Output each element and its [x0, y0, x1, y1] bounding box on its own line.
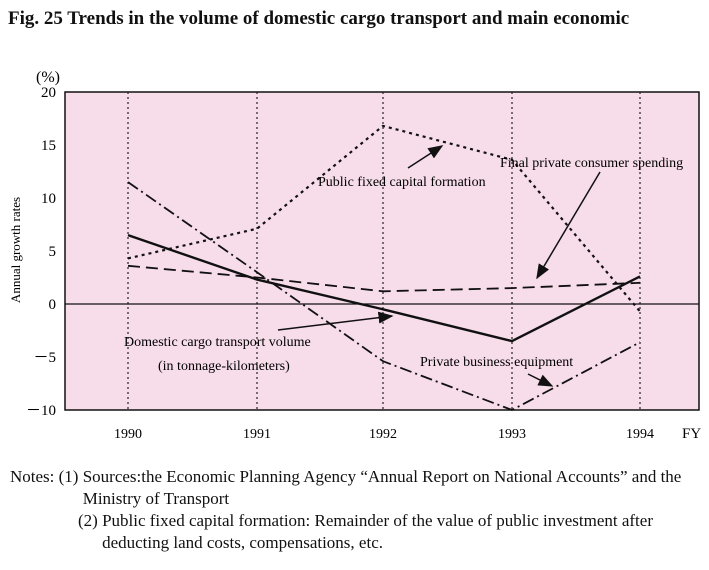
series-layer — [127, 124, 641, 411]
arrow-final-private-consumer — [536, 171, 601, 280]
arrow-domestic-cargo — [277, 311, 394, 331]
arrow-public-fixed-capital — [407, 145, 444, 169]
x-tick-label-1993: 1993 — [498, 427, 526, 442]
x-tick-label-1994: 1994 — [626, 427, 654, 442]
note-1-number: (1) — [58, 467, 79, 486]
x-tick-label-1991: 1991 — [243, 427, 271, 442]
y-tick-label-2: 10 — [41, 191, 56, 207]
annotation-domestic-cargo-line1: Domestic cargo transport volume — [124, 335, 311, 350]
y-tick-label-6: －10 — [26, 403, 56, 419]
y-unit-label: (%) — [36, 69, 60, 86]
line-chart: 1990 1991 1992 1993 1994 20 15 10 5 0 －5 －10 (%) An… — [8, 69, 701, 442]
note-2-number: (2) — [78, 511, 98, 530]
y-tick-label-0: 20 — [41, 85, 56, 101]
note-2: (2) Public fixed capital formation: Rema… — [10, 510, 705, 554]
x-tick-label-1992: 1992 — [369, 427, 397, 442]
x-tick-label-1990: 1990 — [114, 427, 142, 442]
y-tick-label-3: 5 — [49, 244, 57, 260]
note-1-text: Sources:the Economic Planning Agency “An… — [82, 467, 682, 508]
x-axis-label: FY — [682, 426, 701, 442]
annotation-private-business-equipment: Private business equipment — [420, 355, 573, 370]
axis-layer: 1990 1991 1992 1993 1994 20 15 10 5 0 －5 －10 — [26, 85, 699, 442]
annotation-final-private-consumer: Final private consumer spending — [500, 156, 683, 171]
note-1: Notes: (1) Sources:the Economic Planning… — [10, 466, 705, 510]
y-tick-label-5: －5 — [33, 350, 56, 366]
y-axis-label: Annual growth rates — [8, 197, 23, 303]
annotation-public-fixed-capital: Public fixed capital formation — [318, 175, 486, 190]
y-tick-label-1: 15 — [41, 138, 56, 154]
note-2-text: Public fixed capital formation: Remainde… — [102, 511, 653, 552]
annotation-domestic-cargo-line2: (in tonnage-kilometers) — [158, 359, 290, 374]
arrow-private-business-equipment — [527, 373, 554, 387]
notes: Notes: (1) Sources:the Economic Planning… — [10, 466, 705, 554]
grid-layer — [127, 92, 641, 410]
y-tick-label-4: 0 — [49, 297, 57, 313]
figure-title: Fig. 25 Trends in the volume of domestic… — [8, 8, 630, 29]
notes-label: Notes: — [10, 467, 55, 486]
